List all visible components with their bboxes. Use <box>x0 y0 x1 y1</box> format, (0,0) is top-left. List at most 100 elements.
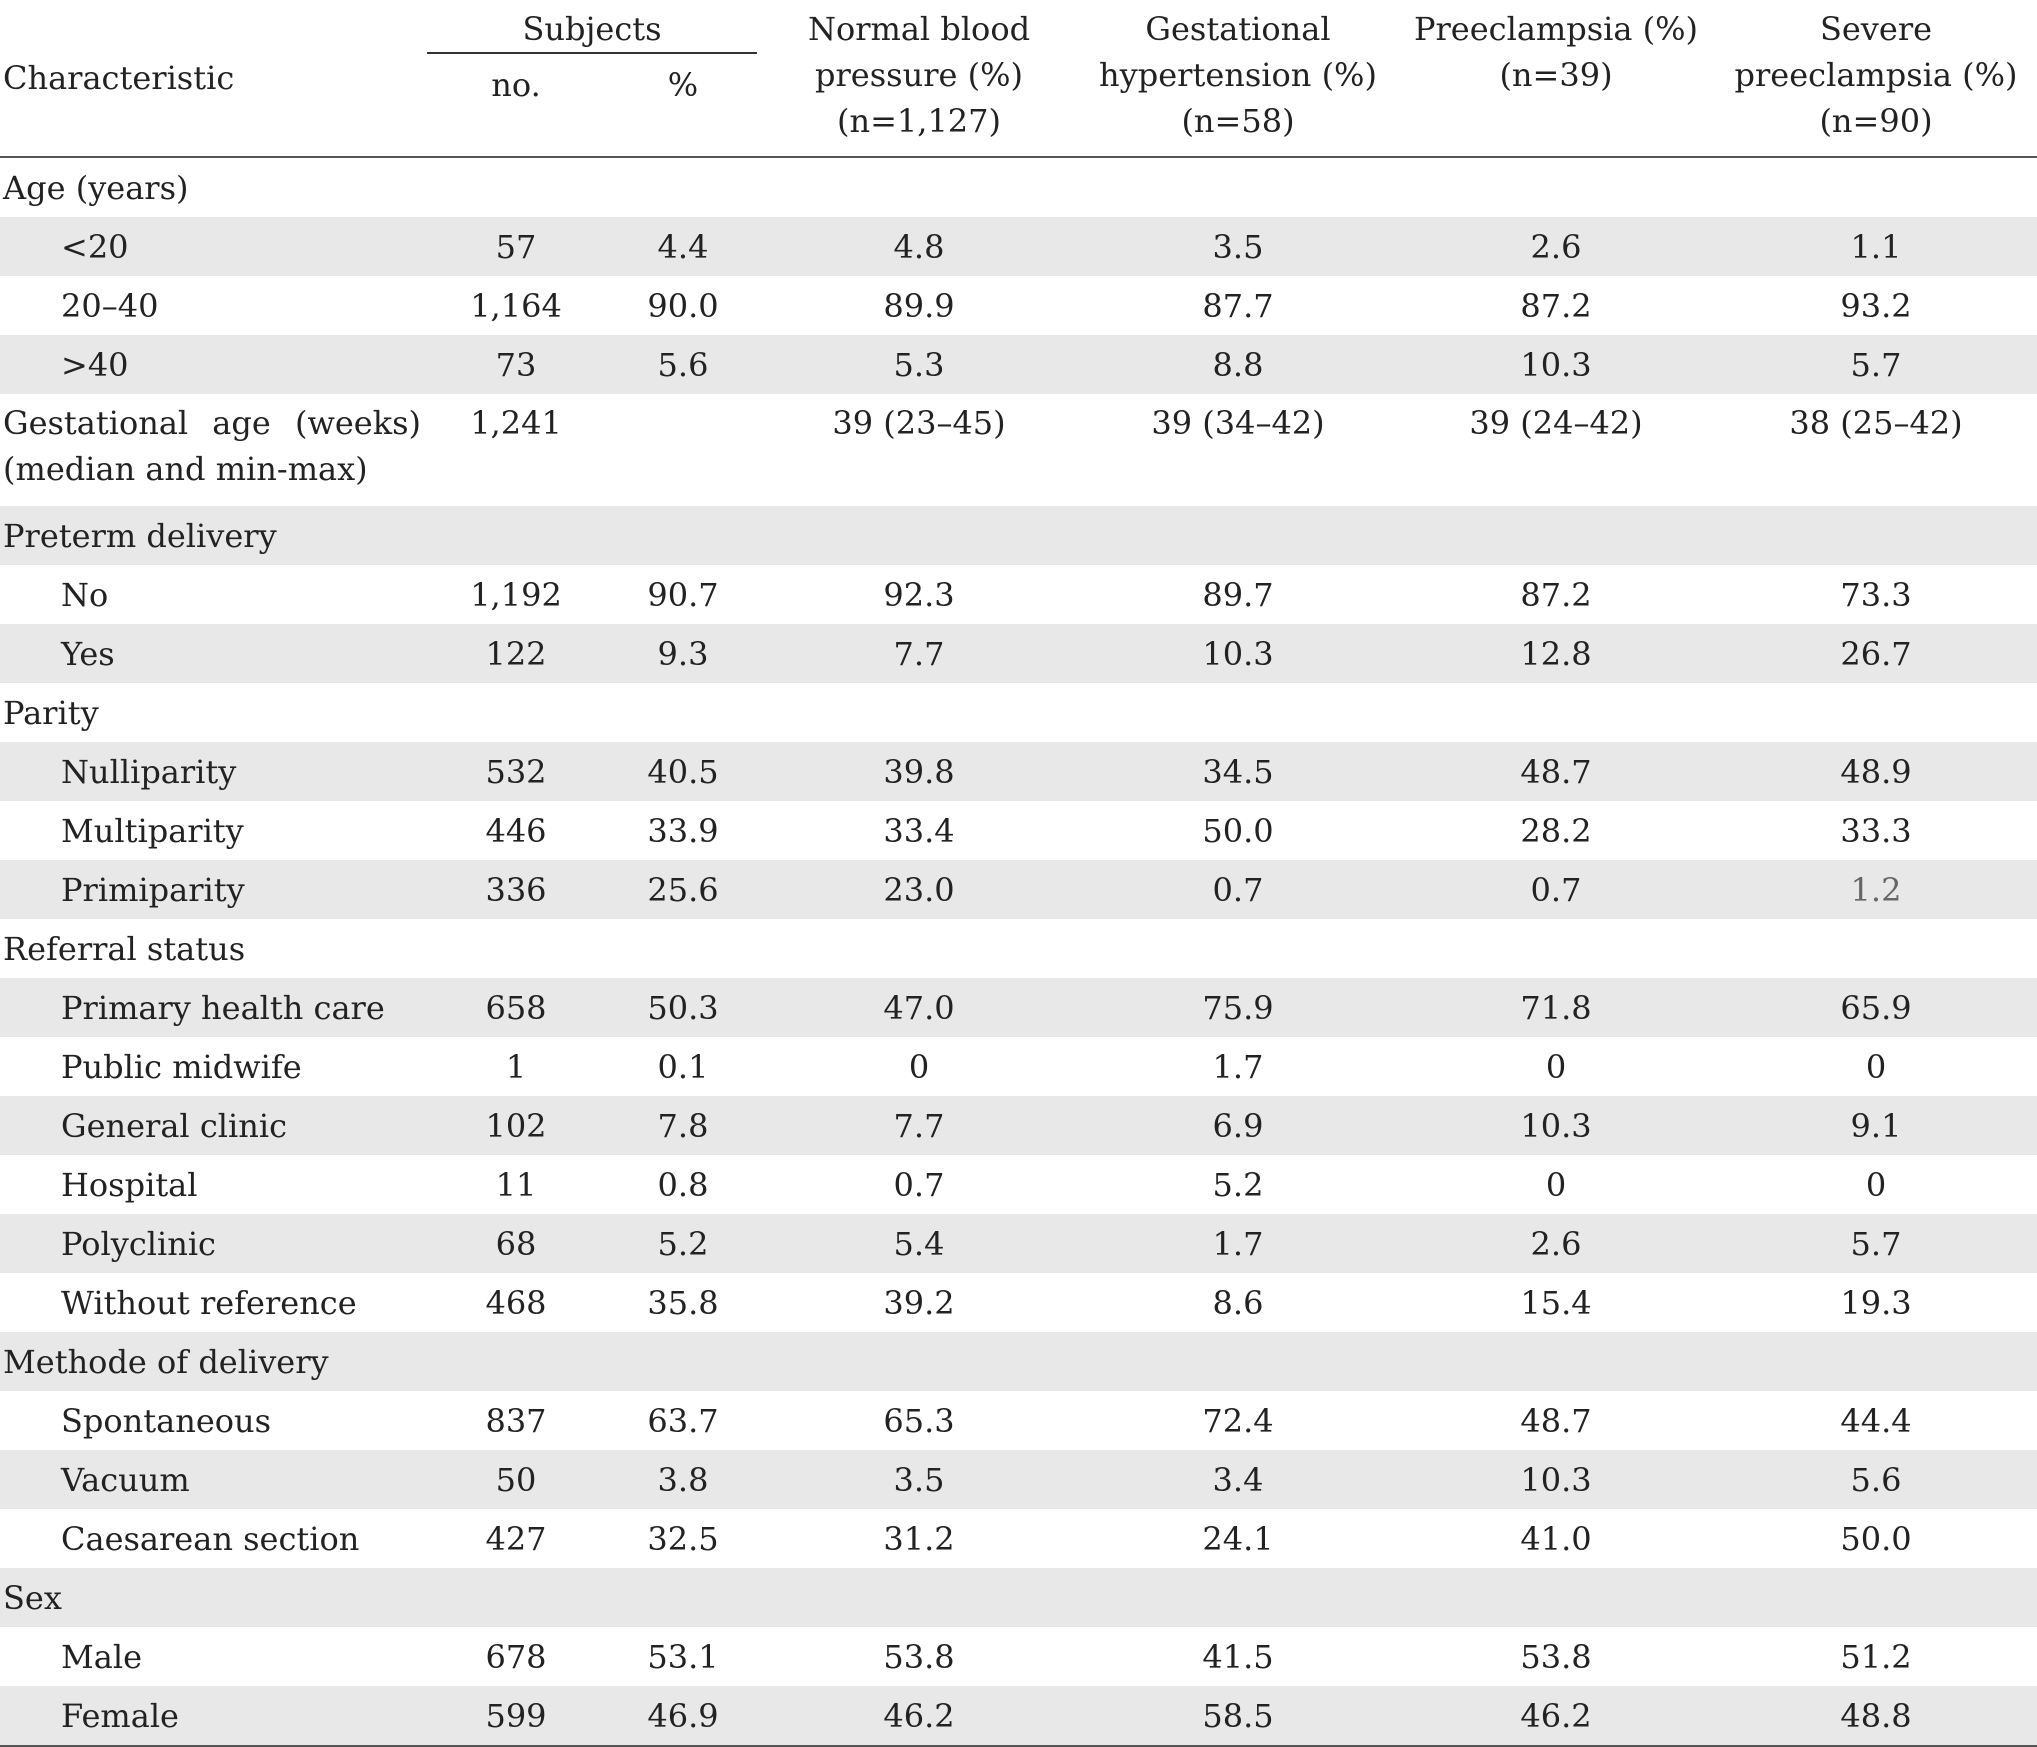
cell-preeclampsia: 0.7 <box>1397 860 1715 919</box>
table-row: Methode of delivery <box>0 1332 2037 1391</box>
cell-preeclampsia: 71.8 <box>1397 978 1715 1037</box>
table-row: Multiparity 446 33.9 33.4 50.0 28.2 33.3 <box>0 801 2037 860</box>
cell-gestational-hypertension: 3.4 <box>1079 1450 1397 1509</box>
cell-severe-preeclampsia: 48.9 <box>1715 742 2037 801</box>
cell-normal-bp: 47.0 <box>759 978 1079 1037</box>
cell-subjects-no: 1,164 <box>470 286 562 325</box>
cell-subjects-no: 102 <box>425 1096 607 1155</box>
row-sublabel: General clinic <box>0 1096 425 1155</box>
header-normal-blood-pressure: Normal blood pressure (%) (n=1,127) <box>759 0 1079 158</box>
cell-subjects-no: 336 <box>425 860 607 919</box>
row-label: Methode of delivery <box>0 1332 425 1391</box>
cell-preeclampsia: 15.4 <box>1520 1283 1592 1322</box>
row-sublabel: Spontaneous <box>61 1401 272 1440</box>
table-header: Characteristic Subjects Normal blood pre… <box>0 0 2037 158</box>
cell-gestational-hypertension: 34.5 <box>1079 742 1397 801</box>
cell-subjects-no <box>425 157 607 217</box>
cell-preeclampsia: 87.2 <box>1520 575 1592 614</box>
cell-severe-preeclampsia <box>1715 683 2037 742</box>
header-row-bottom: no. % <box>0 62 2037 158</box>
row-sublabel: Nulliparity <box>0 742 425 801</box>
row-sublabel: Multiparity <box>61 811 244 850</box>
table-row: Primary health care 658 50.3 47.0 75.9 71.8 65… <box>0 978 2037 1037</box>
cell-gestational-hypertension: 72.4 <box>1202 1401 1274 1440</box>
cell-severe-preeclampsia: 48.8 <box>1715 1686 2037 1747</box>
header-row-top: Characteristic Subjects Normal blood pre… <box>0 0 2037 158</box>
row-sublabel: 20–40 <box>61 286 159 325</box>
cell-subjects-percent: 5.2 <box>607 1214 759 1273</box>
cell-gestational-hypertension: 8.6 <box>1212 1283 1264 1322</box>
row-label: Referral status <box>3 929 246 968</box>
cell-subjects-percent: 33.9 <box>647 811 719 850</box>
row-label: Sex <box>0 1568 425 1627</box>
cell-subjects-no: 1,192 <box>470 575 562 614</box>
cell-subjects-percent <box>607 1568 759 1627</box>
cell-preeclampsia: 48.7 <box>1397 742 1715 801</box>
cell-normal-bp: 5.3 <box>759 335 1079 394</box>
cell-subjects-no: 122 <box>425 624 607 683</box>
header-preeclampsia-line: (n=39) <box>1499 56 1613 94</box>
cell-gestational-hypertension: 0.7 <box>1079 860 1397 919</box>
cell-subjects-no: 1 <box>505 1047 527 1086</box>
cell-subjects-no: 837 <box>485 1401 547 1440</box>
table-row: Nulliparity 532 40.5 39.8 34.5 48.7 48.9 <box>0 742 2037 801</box>
header-gestational-hypertension: Gestational hypertension (%) (n=58) <box>1079 0 1397 158</box>
row-sublabel: Polyclinic <box>0 1214 425 1273</box>
cell-severe-preeclampsia: 93.2 <box>1840 286 1912 325</box>
cell-severe-preeclampsia: 1.1 <box>1715 217 2037 276</box>
cell-subjects-no <box>425 1568 607 1627</box>
cell-gestational-hypertension: 24.1 <box>1202 1519 1274 1558</box>
table-row: Public midwife 1 0.1 0 1.7 0 0 <box>0 1037 2037 1096</box>
cell-preeclampsia: 0 <box>1545 1165 1567 1204</box>
cell-severe-preeclampsia <box>1715 919 2037 978</box>
table-row: <20 57 4.4 4.8 3.5 2.6 1.1 <box>0 217 2037 276</box>
cell-severe-preeclampsia: 26.7 <box>1715 624 2037 683</box>
cell-normal-bp <box>759 157 1079 217</box>
cell-preeclampsia: 48.7 <box>1520 1401 1592 1440</box>
cell-normal-bp: 39 (23–45) <box>832 404 1006 442</box>
table-row: Preterm delivery <box>0 506 2037 565</box>
cell-preeclampsia: 2.6 <box>1397 217 1715 276</box>
cell-gestational-hypertension: 39 (34–42) <box>1151 404 1325 442</box>
cell-subjects-percent <box>607 506 759 565</box>
cell-severe-preeclampsia: 1.2 <box>1715 860 2037 919</box>
cell-preeclampsia: 39 (24–42) <box>1469 404 1643 442</box>
cell-normal-bp: 7.7 <box>759 1096 1079 1155</box>
row-sublabel: Yes <box>0 624 425 683</box>
table-row: Vacuum 50 3.8 3.5 3.4 10.3 5.6 <box>0 1450 2037 1509</box>
cell-subjects-percent: 35.8 <box>647 1283 719 1322</box>
cell-gestational-hypertension: 1.7 <box>1079 1214 1397 1273</box>
cell-gestational-hypertension <box>1079 1332 1397 1391</box>
row-sublabel: Female <box>0 1686 425 1747</box>
cell-subjects-no: 68 <box>425 1214 607 1273</box>
table-row: No 1,192 90.7 92.3 89.7 87.2 73.3 <box>0 565 2037 624</box>
cell-subjects-no: 57 <box>425 217 607 276</box>
cell-subjects-no <box>425 683 607 742</box>
row-sublabel: Vacuum <box>0 1450 425 1509</box>
table-row: Female 599 46.9 46.2 58.5 46.2 48.8 <box>0 1686 2037 1747</box>
cell-subjects-percent <box>607 394 759 506</box>
cell-severe-preeclampsia: 5.7 <box>1715 335 2037 394</box>
cell-gestational-hypertension <box>1079 1568 1397 1627</box>
cell-severe-preeclampsia: 9.1 <box>1715 1096 2037 1155</box>
cell-gestational-hypertension <box>1079 683 1397 742</box>
cell-preeclampsia: 87.2 <box>1520 286 1592 325</box>
header-subjects: Subjects <box>425 0 759 62</box>
cell-normal-bp: 31.2 <box>883 1519 955 1558</box>
cell-gestational-hypertension: 50.0 <box>1202 811 1274 850</box>
cell-preeclampsia <box>1397 1568 1715 1627</box>
header-normal-line: (n=1,127) <box>837 102 1001 140</box>
row-sublabel: No <box>61 575 109 614</box>
cell-subjects-no: 658 <box>425 978 607 1037</box>
cell-subjects-percent: 3.8 <box>607 1450 759 1509</box>
cell-subjects-no: 427 <box>485 1519 547 1558</box>
cell-subjects-percent: 46.9 <box>607 1686 759 1747</box>
cell-normal-bp: 39.2 <box>883 1283 955 1322</box>
cell-severe-preeclampsia <box>1715 506 2037 565</box>
row-label: Gestational age (weeks) (median and min-… <box>3 404 421 488</box>
cell-normal-bp: 23.0 <box>759 860 1079 919</box>
header-preeclampsia-line: Preeclampsia (%) <box>1413 10 1699 48</box>
cell-normal-bp: 39.8 <box>759 742 1079 801</box>
table-row: 20–40 1,164 90.0 89.9 87.7 87.2 93.2 <box>0 276 2037 335</box>
cell-subjects-percent: 9.3 <box>607 624 759 683</box>
